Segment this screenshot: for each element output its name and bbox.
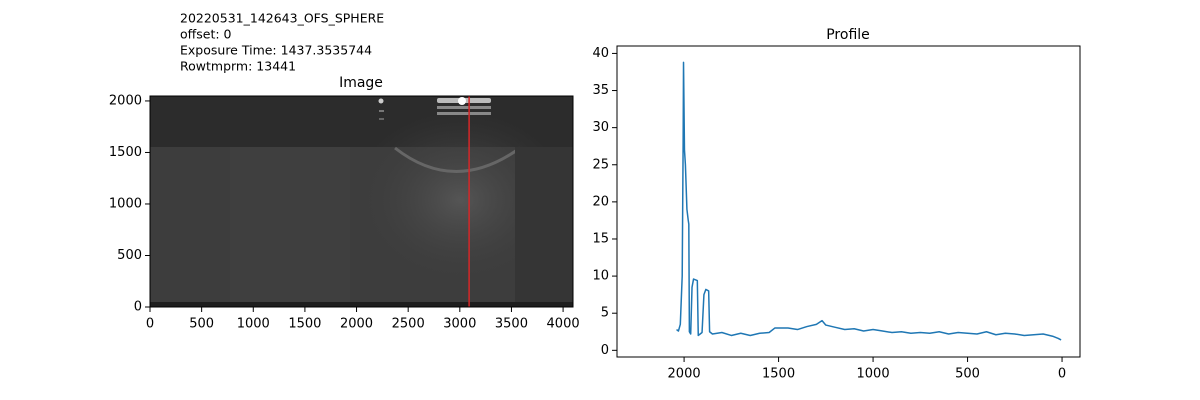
x-tick-label: 3500 [495,317,528,332]
y-tick-label: 20 [592,194,609,209]
annotation: Rowtmprm: 13441 [180,59,296,74]
x-tick-label: 2000 [668,367,701,382]
y-tick-label: 30 [592,120,609,135]
y-tick-label: 500 [117,248,142,263]
chart-title: Image [339,75,383,91]
y-tick-label: 0 [134,300,142,315]
x-tick-label: 0 [1058,367,1066,382]
annotation: Exposure Time: 1437.3535744 [180,43,372,58]
y-tick-label: 0 [601,343,609,358]
profile-line [676,61,1062,341]
x-tick-label: 1000 [237,317,270,332]
y-tick-label: 10 [592,269,609,284]
x-tick-label: 0 [146,317,154,332]
x-tick-label: 4000 [547,317,580,332]
annotation: offset: 0 [180,27,232,42]
x-tick-label: 2000 [340,317,373,332]
y-tick-label: 35 [592,83,609,98]
x-tick-label: 1500 [288,317,321,332]
y-tick-label: 5 [601,306,609,321]
y-tick-label: 1500 [109,145,142,160]
y-tick-label: 1000 [109,196,142,211]
y-tick-label: 40 [592,46,609,61]
chart-title: Profile [826,27,870,43]
x-tick-label: 1000 [857,367,890,382]
x-tick-label: 3000 [443,317,476,332]
x-tick-label: 1500 [762,367,795,382]
annotation: 20220531_142643_OFS_SPHERE [180,11,384,26]
image-pixels [150,96,573,307]
x-tick-label: 500 [189,317,214,332]
y-tick-label: 15 [592,231,609,246]
axes-frame [149,95,574,308]
x-tick-label: 500 [955,367,980,382]
y-tick-label: 2000 [109,93,142,108]
y-tick-label: 25 [592,157,609,172]
x-tick-label: 2500 [392,317,425,332]
